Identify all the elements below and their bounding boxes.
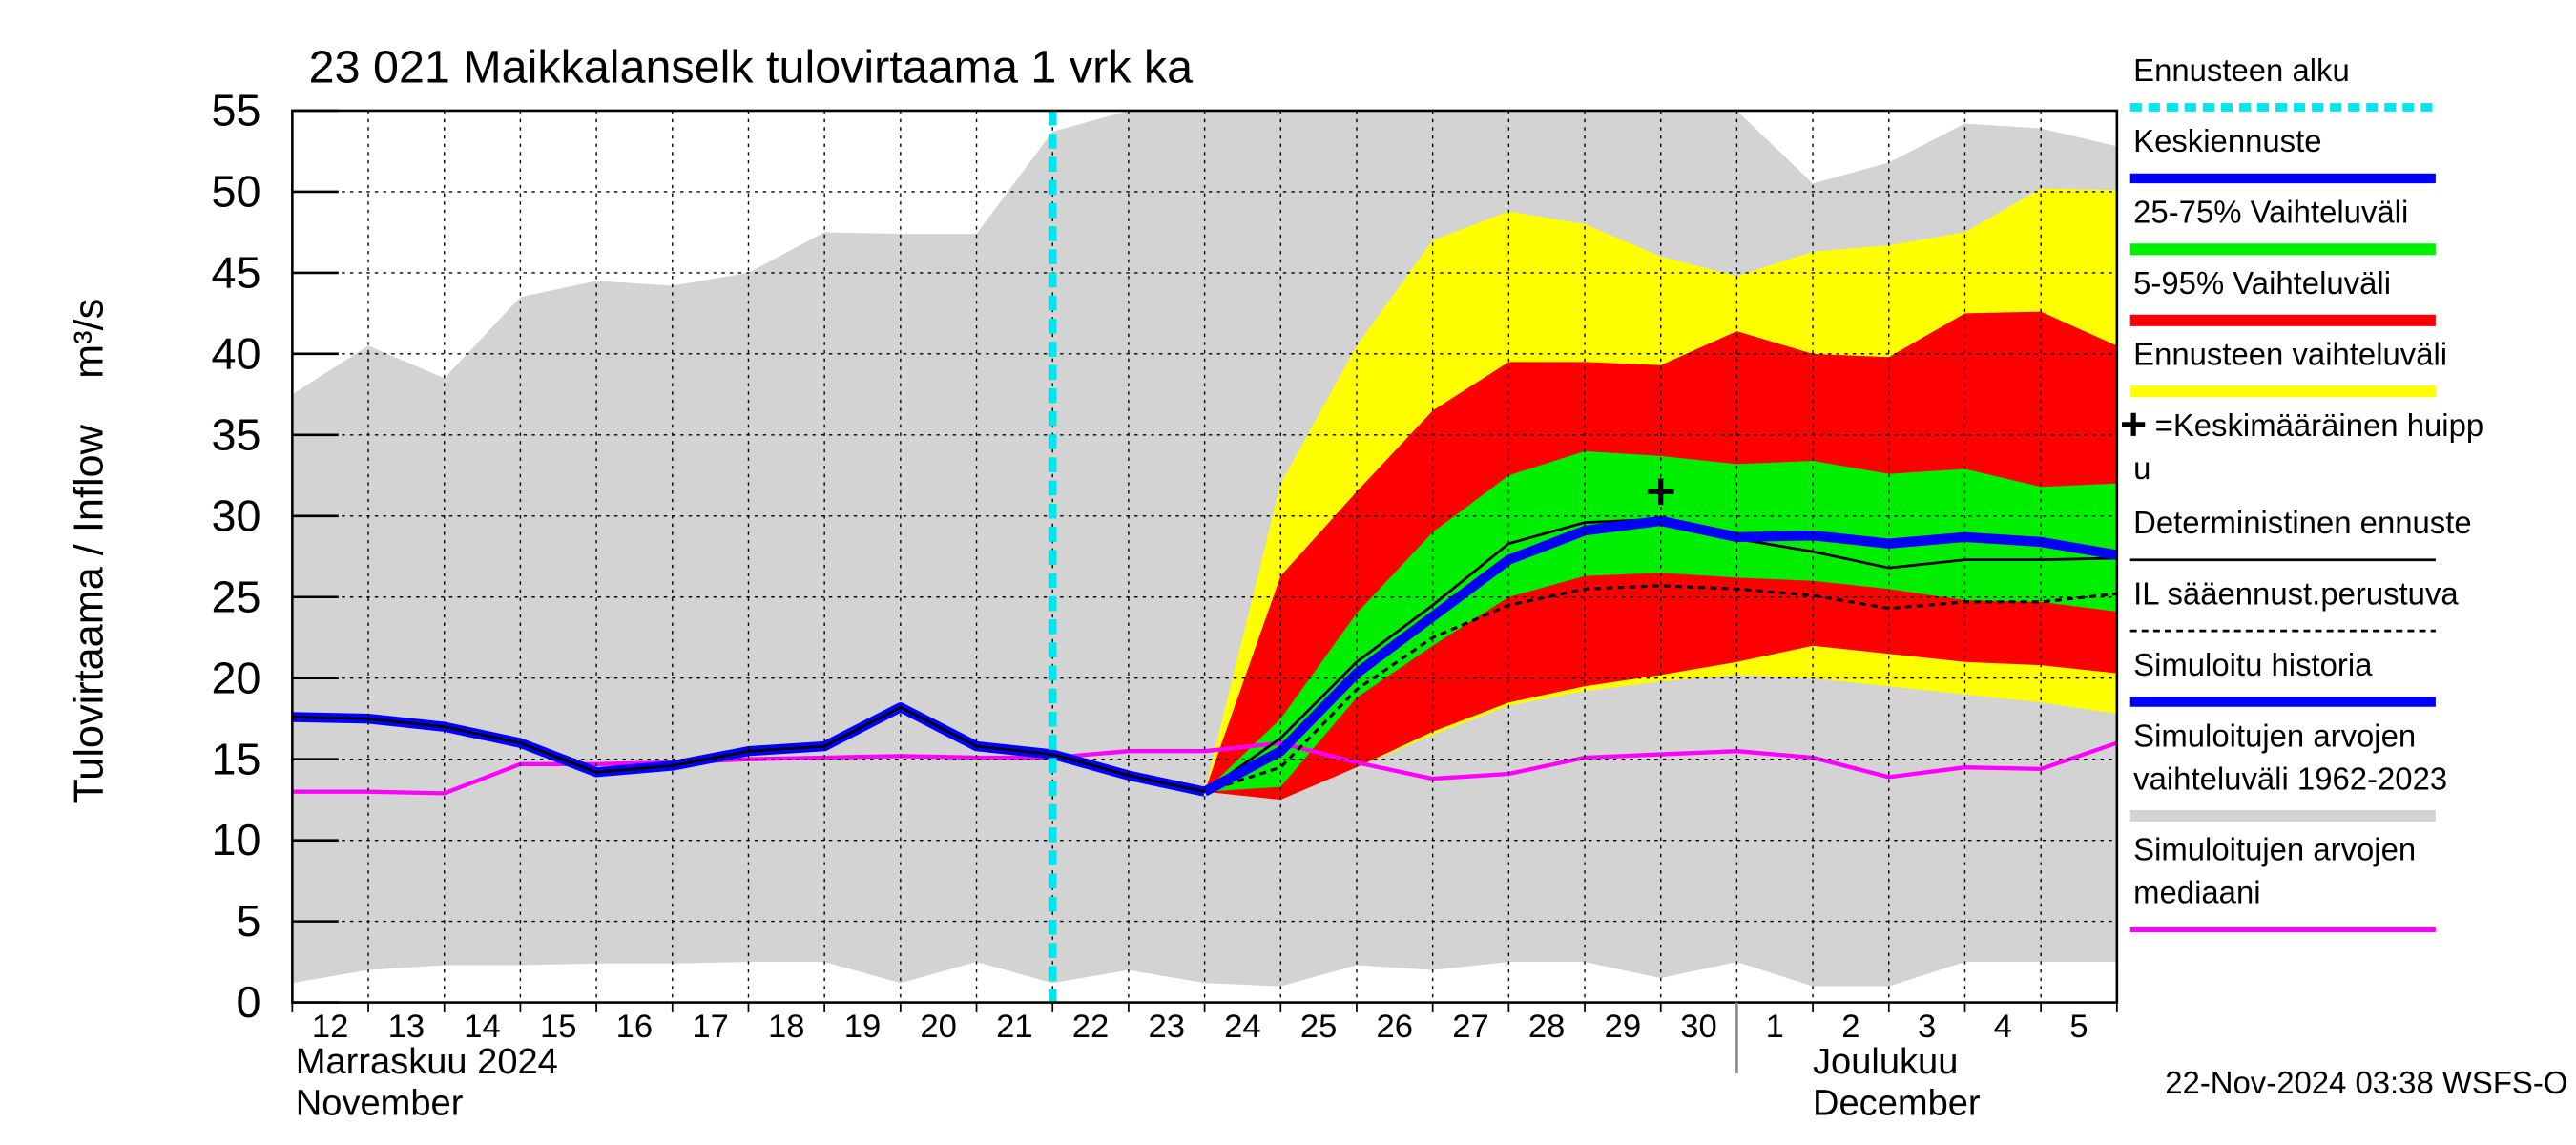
y-tick-label: 45 — [211, 247, 260, 297]
x-tick-label: 12 — [312, 1009, 349, 1045]
legend-label: u — [2133, 450, 2150, 486]
legend-label: IL sääennust.perustuva — [2133, 575, 2459, 611]
y-tick-label: 5 — [236, 896, 260, 946]
legend-label: Simuloitujen arvojen — [2133, 718, 2416, 753]
x-tick-label: 19 — [844, 1009, 881, 1045]
x-tick-label: 18 — [768, 1009, 805, 1045]
y-tick-label: 0 — [236, 977, 260, 1027]
x-tick-label: 3 — [1918, 1009, 1936, 1045]
legend-label: Ennusteen alku — [2133, 52, 2350, 88]
x-tick-label: 17 — [692, 1009, 729, 1045]
x-tick-label: 15 — [540, 1009, 577, 1045]
y-tick-label: 55 — [211, 86, 260, 135]
legend-label: Deterministinen ennuste — [2133, 505, 2472, 540]
x-tick-label: 16 — [616, 1009, 654, 1045]
month-label: Marraskuu 2024 — [296, 1042, 558, 1082]
x-tick-label: 20 — [920, 1009, 957, 1045]
legend-label: mediaani — [2133, 875, 2260, 910]
legend-label: 5-95% Vaihteluväli — [2133, 265, 2391, 301]
legend-label: 25-75% Vaihteluväli — [2133, 195, 2408, 230]
y-axis-label: Tulovirtaama / Inflow — [66, 424, 112, 803]
y-tick-label: 20 — [211, 653, 260, 702]
x-tick-label: 28 — [1528, 1009, 1566, 1045]
x-tick-label: 21 — [996, 1009, 1033, 1045]
legend-label: =Keskimääräinen huipp — [2155, 407, 2484, 443]
y-tick-label: 30 — [211, 490, 260, 540]
chart-title: 23 021 Maikkalanselk tulovirtaama 1 vrk … — [309, 42, 1193, 94]
legend-label: Ennusteen vaihteluväli — [2133, 337, 2447, 372]
band — [1204, 450, 2117, 792]
legend-label: Keskiennuste — [2133, 123, 2321, 158]
x-tick-label: 30 — [1680, 1009, 1717, 1045]
month-label: November — [296, 1083, 464, 1123]
legend-marker — [2122, 412, 2146, 436]
x-tick-label: 2 — [1841, 1009, 1859, 1045]
x-tick-label: 14 — [464, 1009, 501, 1045]
x-tick-label: 1 — [1766, 1009, 1784, 1045]
y-tick-label: 25 — [211, 572, 260, 621]
y-tick-label: 35 — [211, 409, 260, 459]
y-tick-label: 40 — [211, 328, 260, 378]
peak-marker — [1647, 478, 1674, 506]
y-tick-label: 10 — [211, 815, 260, 864]
legend-label: Simuloitujen arvojen — [2133, 832, 2416, 867]
y-tick-label: 15 — [211, 734, 260, 783]
y-axis-unit: m³/s — [66, 299, 112, 379]
x-tick-label: 25 — [1300, 1009, 1338, 1045]
x-tick-label: 27 — [1452, 1009, 1489, 1045]
month-label: December — [1813, 1083, 1981, 1123]
timestamp: 22-Nov-2024 03:38 WSFS-O — [2165, 1065, 2567, 1100]
y-tick-label: 50 — [211, 167, 260, 217]
legend-label: vaihteluväli 1962-2023 — [2133, 760, 2447, 796]
x-tick-label: 13 — [388, 1009, 426, 1045]
x-tick-label: 23 — [1148, 1009, 1185, 1045]
x-tick-label: 22 — [1072, 1009, 1110, 1045]
x-tick-label: 24 — [1224, 1009, 1261, 1045]
month-label: Joulukuu — [1813, 1042, 1958, 1082]
x-tick-label: 5 — [2069, 1009, 2088, 1045]
x-tick-label: 26 — [1377, 1009, 1414, 1045]
legend-label: Simuloitu historia — [2133, 647, 2373, 682]
x-tick-label: 29 — [1605, 1009, 1642, 1045]
x-tick-label: 4 — [1994, 1009, 2012, 1045]
